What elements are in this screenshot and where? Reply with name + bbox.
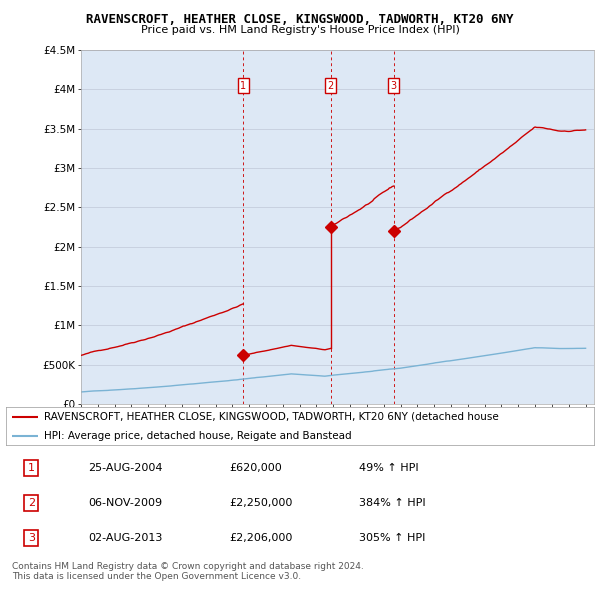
Text: 49% ↑ HPI: 49% ↑ HPI [359, 463, 418, 473]
Text: £2,206,000: £2,206,000 [229, 533, 293, 543]
Text: RAVENSCROFT, HEATHER CLOSE, KINGSWOOD, TADWORTH, KT20 6NY (detached house: RAVENSCROFT, HEATHER CLOSE, KINGSWOOD, T… [44, 412, 499, 422]
Text: RAVENSCROFT, HEATHER CLOSE, KINGSWOOD, TADWORTH, KT20 6NY: RAVENSCROFT, HEATHER CLOSE, KINGSWOOD, T… [86, 13, 514, 26]
Text: 3: 3 [391, 81, 397, 90]
Text: 1: 1 [240, 81, 247, 90]
Text: 06-NOV-2009: 06-NOV-2009 [88, 498, 163, 508]
Text: 3: 3 [28, 533, 35, 543]
Text: 305% ↑ HPI: 305% ↑ HPI [359, 533, 425, 543]
Text: 02-AUG-2013: 02-AUG-2013 [88, 533, 163, 543]
Text: 2: 2 [28, 498, 35, 508]
Text: Price paid vs. HM Land Registry's House Price Index (HPI): Price paid vs. HM Land Registry's House … [140, 25, 460, 35]
Text: £620,000: £620,000 [229, 463, 282, 473]
Text: Contains HM Land Registry data © Crown copyright and database right 2024.: Contains HM Land Registry data © Crown c… [12, 562, 364, 571]
Text: 2: 2 [328, 81, 334, 90]
Text: HPI: Average price, detached house, Reigate and Banstead: HPI: Average price, detached house, Reig… [44, 431, 352, 441]
Text: £2,250,000: £2,250,000 [229, 498, 293, 508]
Text: 1: 1 [28, 463, 35, 473]
Text: 25-AUG-2004: 25-AUG-2004 [88, 463, 163, 473]
Text: 384% ↑ HPI: 384% ↑ HPI [359, 498, 425, 508]
Text: This data is licensed under the Open Government Licence v3.0.: This data is licensed under the Open Gov… [12, 572, 301, 581]
